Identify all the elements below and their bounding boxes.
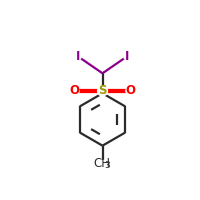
Text: I: I bbox=[76, 50, 80, 63]
Text: O: O bbox=[70, 84, 80, 97]
Text: I: I bbox=[125, 50, 129, 63]
Text: S: S bbox=[98, 84, 107, 97]
Text: CH: CH bbox=[93, 157, 110, 170]
Circle shape bbox=[126, 87, 135, 95]
Bar bbox=[95, 160, 110, 168]
Circle shape bbox=[124, 53, 131, 60]
Text: O: O bbox=[125, 84, 135, 97]
Circle shape bbox=[74, 53, 81, 60]
Circle shape bbox=[98, 86, 107, 96]
Text: 3: 3 bbox=[105, 161, 110, 170]
Circle shape bbox=[70, 87, 79, 95]
